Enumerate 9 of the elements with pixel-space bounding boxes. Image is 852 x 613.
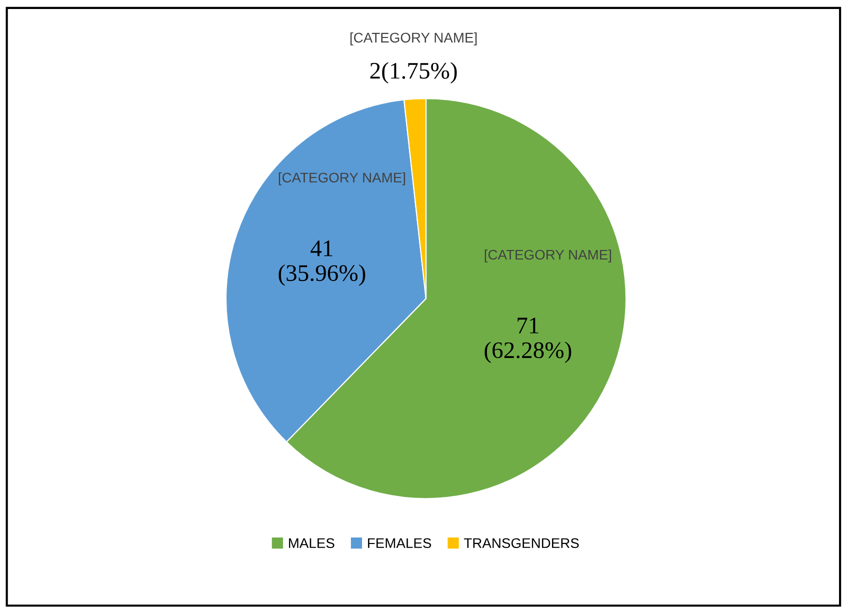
data-label: 41 (35.96%)	[278, 240, 366, 286]
data-label: 2(1.75%)	[370, 62, 457, 84]
text: [CATEGORY NAME]	[278, 172, 406, 186]
legend-label: MALES	[288, 538, 334, 548]
text: [CATEGORY NAME]	[484, 249, 611, 262]
text: [CATEGORY NAME]	[350, 32, 477, 46]
legend-label: TRANSGENDERS	[464, 538, 579, 548]
data-label: 71 (62.28%)	[484, 318, 572, 363]
legend-label: FEMALES	[368, 538, 432, 548]
